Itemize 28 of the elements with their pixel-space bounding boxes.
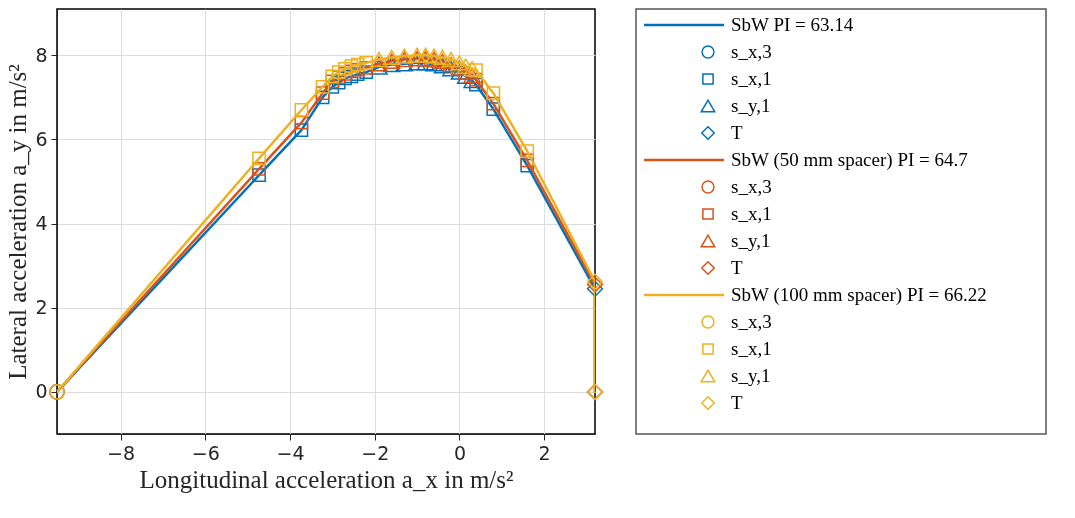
y-tick-label: 8 xyxy=(35,43,48,66)
legend-label: SbW PI = 63.14 xyxy=(731,14,854,35)
x-tick-label: −8 xyxy=(107,441,136,464)
x-tick-label: 0 xyxy=(453,441,466,464)
legend-label: s_y,1 xyxy=(731,230,771,251)
legend-label: s_x,1 xyxy=(731,338,772,359)
legend-label: T xyxy=(731,122,743,143)
legend-label: SbW (50 mm spacer) PI = 64.7 xyxy=(731,149,968,171)
legend-label: s_x,3 xyxy=(731,311,772,332)
y-tick-label: 0 xyxy=(35,380,48,403)
legend-label: s_x,3 xyxy=(731,41,772,62)
x-tick-label: −2 xyxy=(361,441,390,464)
legend-label: T xyxy=(731,392,743,413)
y-tick-label: 6 xyxy=(35,127,48,150)
legend-label: s_y,1 xyxy=(731,365,771,386)
legend-label: s_x,3 xyxy=(731,176,772,197)
y-axis-title: Lateral acceleration a_y in m/s² xyxy=(4,64,32,380)
x-axis-title: Longitudinal acceleration a_x in m/s² xyxy=(139,465,514,493)
legend-label: s_y,1 xyxy=(731,95,771,116)
legend-label: SbW (100 mm spacer) PI = 66.22 xyxy=(731,284,987,306)
x-tick-label: −4 xyxy=(276,441,305,464)
y-tick-label: 4 xyxy=(35,212,48,235)
x-tick-label: 2 xyxy=(538,441,551,464)
legend-label: s_x,1 xyxy=(731,68,772,89)
legend-label: s_x,1 xyxy=(731,203,772,224)
y-tick-label: 2 xyxy=(35,296,48,319)
legend-label: T xyxy=(731,257,743,278)
x-tick-label: −6 xyxy=(191,441,220,464)
